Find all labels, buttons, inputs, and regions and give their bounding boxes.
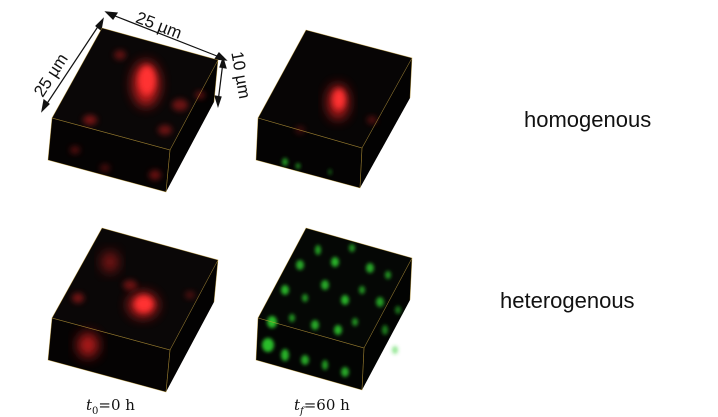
time-label-end: tf=60 h <box>294 396 350 417</box>
red-fluorescence <box>72 252 195 357</box>
cube-homogenous-t0 <box>47 27 219 193</box>
time-label-start: t0=0 h <box>86 396 135 417</box>
red-fluorescence <box>70 50 205 180</box>
cube-heterogenous-t0 <box>47 227 219 393</box>
cube-heterogenous-tf <box>255 227 413 391</box>
dimension-arrows <box>41 11 228 113</box>
row-label-heterogenous: heterogenous <box>500 288 635 313</box>
green-fluorescence <box>282 158 332 175</box>
green-fluorescence <box>262 244 401 377</box>
cube-homogenous-tf <box>255 29 413 189</box>
red-fluorescence <box>295 85 377 134</box>
row-label-homogenous: homogenous <box>524 107 652 132</box>
